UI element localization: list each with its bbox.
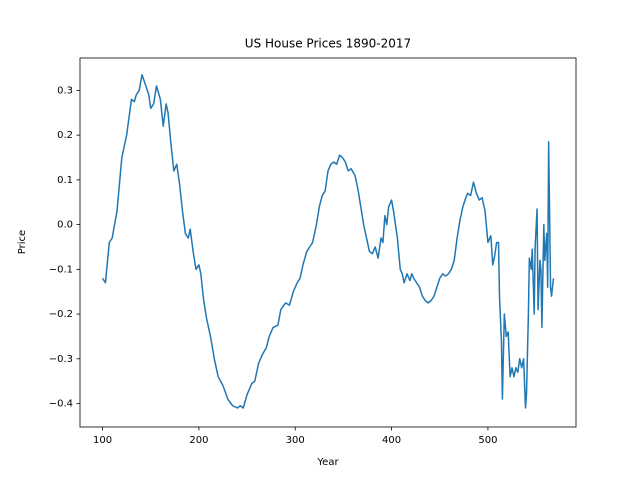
x-tick-label: 200	[189, 435, 208, 446]
plot-frame	[79, 57, 577, 428]
y-tick-label: 0.1	[57, 175, 73, 186]
x-tick-label: 100	[93, 435, 112, 446]
y-tick-label: −0.3	[49, 354, 73, 365]
y-axis-label: Price	[17, 230, 28, 254]
y-tick-label: −0.1	[49, 264, 73, 275]
y-tick-label: −0.2	[49, 309, 73, 320]
line-series	[101, 74, 555, 409]
y-tick-label: 0.3	[57, 85, 73, 96]
y-tick-label: −0.4	[49, 399, 73, 410]
x-axis-label: Year	[316, 457, 339, 468]
y-tick-label: 0.0	[57, 220, 73, 231]
x-tick-label: 500	[478, 435, 497, 446]
chart-title: US House Prices 1890-2017	[245, 37, 411, 51]
x-tick-label: 300	[286, 435, 305, 446]
y-tick-label: 0.2	[57, 130, 73, 141]
x-tick-label: 400	[382, 435, 401, 446]
